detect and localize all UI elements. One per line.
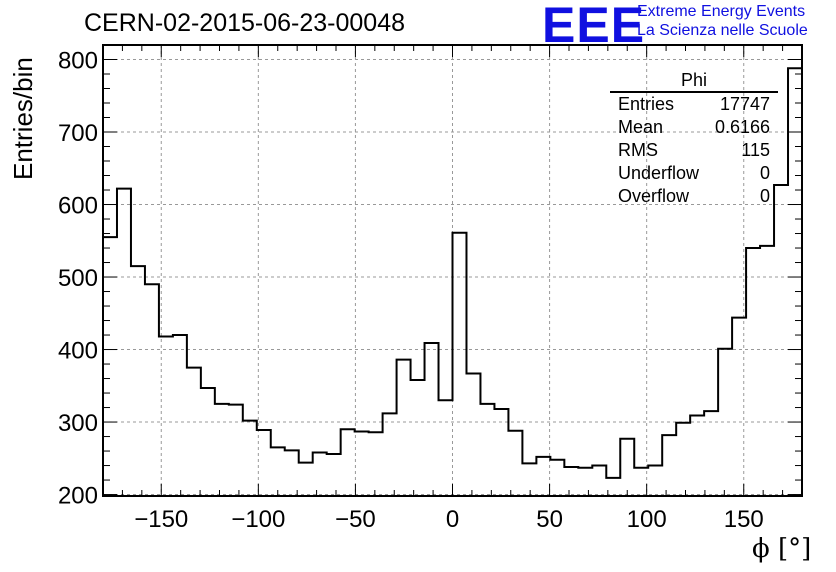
histogram-bin [676,423,690,496]
histogram-bin [187,368,201,496]
stats-row: Overflow 0 [610,185,778,208]
stats-row: Mean 0.6166 [610,116,778,139]
histogram-bin [285,450,299,496]
histogram-outline [102,67,803,496]
stats-value: 0 [759,186,770,206]
histogram-bin [215,404,229,496]
eee-logo: EEE [542,0,646,53]
histogram-bin [634,468,648,496]
histogram-bin [508,431,522,496]
stats-label: Overflow [618,186,690,206]
y-tick-label: 300 [58,410,98,437]
x-tick-label: −150 [134,506,188,533]
histogram-bin [704,411,718,496]
stats-label: RMS [618,140,658,160]
histogram-bin [578,468,592,496]
histogram-bin [760,246,774,496]
histogram-bin [522,463,536,496]
y-axis-label: Entries/bin [8,57,38,180]
histogram-bin [243,421,257,496]
histogram-bin [313,452,327,496]
histogram-bin [774,185,788,496]
histogram-bin [453,233,467,496]
histogram-bin [648,466,662,496]
stats-label: Underflow [618,163,700,183]
histogram-bin [173,335,187,496]
histogram-bin [439,400,453,496]
stats-value: 115 [741,140,770,160]
histogram-bin [466,373,480,496]
histogram-bin [341,429,355,496]
logo-line-1: Extreme Energy Events [637,3,806,20]
histogram-bin [592,466,606,496]
logo-text: Extreme Energy Events La Scienza nelle S… [637,2,808,40]
histogram-bin [606,478,620,496]
stats-row: Underflow 0 [610,162,778,185]
histogram-bin [369,432,383,496]
x-tick-label: 150 [724,506,764,533]
histogram-bin [662,435,676,496]
histogram-bin [550,460,564,496]
histogram-bin [257,430,271,496]
histogram-bin [620,439,634,496]
x-axis-label: ϕ [°] [752,534,812,564]
histogram-bin [397,360,411,496]
x-tick-label: −50 [335,506,376,533]
histogram-bin [383,413,397,496]
histogram-bin [201,388,215,496]
histogram-bin [355,431,369,496]
chart-title: CERN-02-2015-06-23-00048 [84,9,406,37]
histogram-bin [746,248,760,496]
histogram-bin [718,349,732,496]
y-tick-label: 500 [58,265,98,292]
histogram-bin [425,343,439,496]
histogram-bin [271,447,285,496]
histogram-bin [229,405,243,496]
histogram-bin [327,454,341,496]
stats-label: Mean [618,117,664,137]
histogram-bin [411,380,425,496]
y-tick-label: 200 [58,483,98,510]
stats-value: 0 [759,163,770,183]
stats-box: Phi Entries 17747 Mean 0.6166 RMS 115 Underflo… [610,70,778,208]
histogram-bin [145,284,159,496]
x-tick-label: 100 [627,506,667,533]
stats-value: 17747 [719,94,770,114]
histogram-bin [690,416,704,496]
histogram-bin [131,266,145,496]
y-tick-label: 800 [58,48,98,75]
stats-title: Phi [610,70,778,93]
y-tick-label: 700 [58,120,98,147]
stats-row: RMS 115 [610,139,778,162]
logo-line-2: La Scienza nelle Scuole [637,22,808,39]
x-tick-label: −100 [231,506,285,533]
histogram-bin [299,463,313,496]
x-tick-label: 50 [536,506,563,533]
y-tick-label: 400 [58,338,98,365]
x-tick-label: 0 [446,506,459,533]
y-tick-label: 600 [58,193,98,220]
histogram-bin [564,467,578,496]
histogram-bin [536,457,550,496]
stats-label: Entries [618,94,675,114]
stats-value: 0.6166 [714,117,770,137]
histogram-bin [117,189,131,496]
stats-row: Entries 17747 [610,93,778,116]
histogram-bin [480,404,494,496]
histogram-bin [103,237,117,496]
